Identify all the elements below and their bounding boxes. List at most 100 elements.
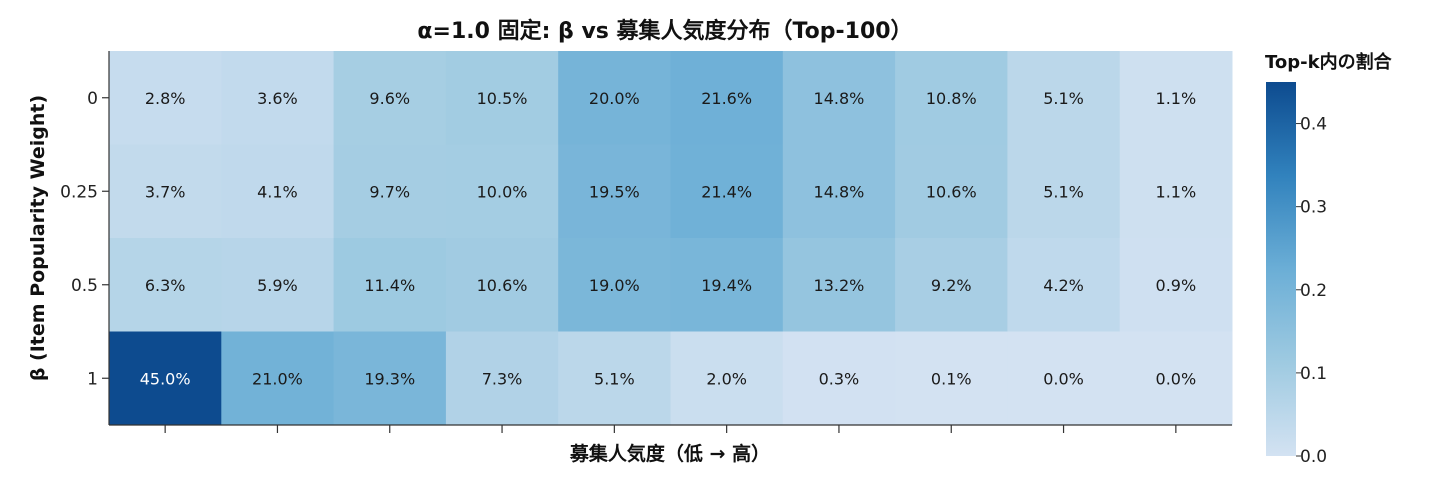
heatmap-cell-label: 1.1%	[1156, 182, 1197, 201]
colorbar-tick-label: 0.2	[1300, 281, 1327, 301]
heatmap-cell	[445, 331, 559, 426]
heatmap-cell-label: 0.0%	[1043, 369, 1084, 388]
heatmap-cells	[109, 51, 1233, 426]
heatmap-cell	[221, 51, 335, 145]
heatmap-cell	[333, 331, 447, 426]
x-axis-ticks	[164, 425, 1177, 433]
heatmap-cell	[333, 144, 447, 239]
heatmap-cell-label: 5.1%	[594, 369, 635, 388]
heatmap-cell	[895, 144, 1008, 239]
heatmap-cell-label: 19.3%	[364, 369, 415, 388]
colorbar-tick-label: 0.3	[1300, 198, 1327, 218]
heatmap-cell	[558, 238, 671, 332]
heatmap-cell	[221, 238, 335, 332]
heatmap-cell-label: 0.0%	[1156, 369, 1197, 388]
heatmap-cell	[782, 51, 896, 145]
heatmap-cell	[445, 238, 559, 332]
y-tick-label: 0.25	[60, 182, 98, 202]
heatmap-cell-label: 11.4%	[364, 276, 415, 295]
heatmap-cell-label: 10.6%	[926, 182, 977, 201]
heatmap-cell-label: 9.6%	[369, 89, 410, 108]
heatmap-cell	[895, 331, 1008, 426]
heatmap-cell	[558, 331, 671, 426]
heatmap-cell-label: 21.0%	[252, 369, 303, 388]
colorbar-tick-label: 0.0	[1300, 447, 1327, 467]
heatmap-cell	[333, 238, 447, 332]
heatmap-cell	[109, 331, 222, 426]
heatmap-cell	[670, 144, 784, 239]
heatmap-cell	[445, 144, 559, 239]
heatmap-cell	[558, 144, 671, 239]
heatmap-cell	[1007, 331, 1121, 426]
heatmap-cell-label: 0.9%	[1156, 276, 1197, 295]
heatmap-cell-label: 19.0%	[589, 276, 640, 295]
heatmap-cell-label: 10.5%	[477, 89, 528, 108]
heatmap-cell-label: 6.3%	[145, 276, 186, 295]
heatmap-cell-label: 4.1%	[257, 182, 298, 201]
heatmap-cell-label: 5.9%	[257, 276, 298, 295]
heatmap-cell	[1007, 238, 1121, 332]
y-axis-label: β (Item Popularity Weight)	[27, 95, 49, 381]
heatmap-cell-label: 19.4%	[701, 276, 752, 295]
heatmap-cell	[109, 144, 222, 239]
heatmap-cell-label: 21.4%	[701, 182, 752, 201]
heatmap-cell-label: 2.0%	[706, 369, 747, 388]
heatmap-cell-label: 5.1%	[1043, 89, 1084, 108]
y-tick-label: 1	[87, 369, 98, 389]
y-tick-label: 0	[87, 89, 98, 109]
heatmap-cell	[670, 331, 784, 426]
heatmap-cell	[782, 331, 896, 426]
heatmap-cell-label: 19.5%	[589, 182, 640, 201]
heatmap-cell	[109, 51, 222, 145]
heatmap-cell-label: 4.2%	[1043, 276, 1084, 295]
heatmap-cell-label: 14.8%	[814, 89, 865, 108]
heatmap-cell-labels: 2.8% 3.6% 9.6% 10.5% 20.0% 21.6% 14.8% 10.8% 5.1…	[140, 89, 1196, 389]
colorbar-ticks: 0.0 0.1 0.2 0.3 0.4	[1296, 115, 1327, 467]
heatmap-cell-label: 13.2%	[814, 276, 865, 295]
heatmap-cell	[1119, 144, 1233, 239]
heatmap-cell	[558, 51, 671, 145]
heatmap-cell-label: 9.7%	[369, 182, 410, 201]
heatmap-cell	[445, 51, 559, 145]
heatmap-cell-label: 0.3%	[819, 369, 860, 388]
colorbar-title: Top-k内の割合	[1265, 51, 1393, 73]
colorbar	[1266, 82, 1296, 456]
heatmap-cell	[1119, 238, 1233, 332]
y-axis-ticks: 0 0.25 0.5 1	[60, 89, 109, 389]
heatmap-cell-label: 45.0%	[140, 369, 191, 388]
heatmap-cell-label: 3.6%	[257, 89, 298, 108]
chart-title: α=1.0 固定: β vs 募集人気度分布（Top-100）	[417, 18, 912, 44]
heatmap-cell	[221, 144, 335, 239]
heatmap-cell-label: 21.6%	[701, 89, 752, 108]
colorbar-tick-label: 0.1	[1300, 364, 1327, 384]
heatmap-cell	[670, 238, 784, 332]
heatmap-cell-label: 1.1%	[1156, 89, 1197, 108]
heatmap-cell	[895, 51, 1008, 145]
heatmap-cell	[782, 238, 896, 332]
heatmap-cell-label: 10.6%	[477, 276, 528, 295]
heatmap-cell	[1007, 144, 1121, 239]
colorbar-tick-label: 0.4	[1300, 115, 1327, 135]
heatmap-cell-label: 5.1%	[1043, 182, 1084, 201]
heatmap-cell-label: 14.8%	[814, 182, 865, 201]
heatmap-cell-label: 0.1%	[931, 369, 972, 388]
heatmap-cell-label: 10.0%	[477, 182, 528, 201]
heatmap-cell	[1119, 51, 1233, 145]
heatmap-cell	[221, 331, 335, 426]
heatmap-cell-label: 7.3%	[482, 369, 523, 388]
heatmap-cell-label: 3.7%	[145, 182, 186, 201]
heatmap-cell-label: 20.0%	[589, 89, 640, 108]
heatmap-cell-label: 9.2%	[931, 276, 972, 295]
heatmap-cell	[670, 51, 784, 145]
heatmap-cell	[109, 238, 222, 332]
heatmap-cell-label: 10.8%	[926, 89, 977, 108]
heatmap-cell	[1007, 51, 1121, 145]
heatmap-cell	[1119, 331, 1233, 426]
heatmap-cell	[333, 51, 447, 145]
heatmap-cell	[782, 144, 896, 239]
x-axis-label: 募集人気度（低 → 高）	[569, 442, 770, 465]
y-tick-label: 0.5	[71, 276, 98, 296]
heatmap-cell-label: 2.8%	[145, 89, 186, 108]
